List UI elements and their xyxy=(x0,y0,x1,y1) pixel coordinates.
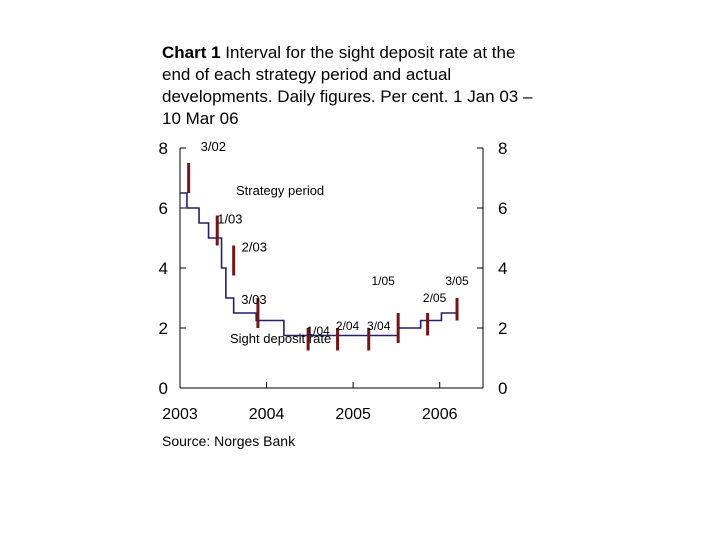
interval-label: 3/03 xyxy=(241,292,266,307)
chart-title: Chart 1 Interval for the sight deposit r… xyxy=(162,42,542,130)
x-tick-label: 2006 xyxy=(422,406,458,423)
interval-label: 3/04 xyxy=(367,319,391,333)
annotation-strategy-period: Strategy period xyxy=(236,183,324,198)
y-tick-label-right: 4 xyxy=(498,259,507,278)
y-tick-label-left: 0 xyxy=(159,379,168,398)
series-sight-deposit-rate xyxy=(180,192,457,337)
chart-title-prefix: Chart 1 xyxy=(162,43,221,62)
series-layer xyxy=(180,192,457,337)
interval-label: 1/04 xyxy=(306,324,330,338)
annotation-sight-deposit-rate: Sight deposit rate xyxy=(230,331,331,346)
y-tick-label-left: 4 xyxy=(159,259,168,278)
y-tick-label-right: 8 xyxy=(498,139,507,158)
chart-title-text: Interval for the sight deposit rate at t… xyxy=(162,43,533,128)
source-note: Source: Norges Bank xyxy=(162,433,296,449)
interval-label: 1/03 xyxy=(217,212,242,227)
interval-label: 3/02 xyxy=(201,139,226,154)
interval-label: 2/04 xyxy=(336,319,360,333)
interval-label: 3/05 xyxy=(445,274,469,288)
axes: 0 0 2 2 4 4 6 6 8 8 2003 2004 2005 2006 xyxy=(159,139,508,423)
interval-label: 2/03 xyxy=(242,240,267,255)
y-tick-label-left: 8 xyxy=(159,139,168,158)
y-tick-label-left: 2 xyxy=(159,319,168,338)
interval-label: 2/05 xyxy=(423,291,447,305)
interval-layer xyxy=(187,163,459,351)
y-tick-label-right: 2 xyxy=(498,319,507,338)
label-layer: 3/02 1/032/03 3/03 1/04 2/04 3/04 1/05 2/05 3/05… xyxy=(201,139,469,346)
x-tick-label: 2003 xyxy=(162,406,198,423)
interval-label: 1/05 xyxy=(371,274,395,288)
x-tick-label: 2004 xyxy=(249,406,285,423)
y-tick-label-right: 0 xyxy=(498,379,507,398)
x-tick-label: 2005 xyxy=(335,406,371,423)
y-tick-label-right: 6 xyxy=(498,199,507,218)
y-tick-label-left: 6 xyxy=(159,199,168,218)
